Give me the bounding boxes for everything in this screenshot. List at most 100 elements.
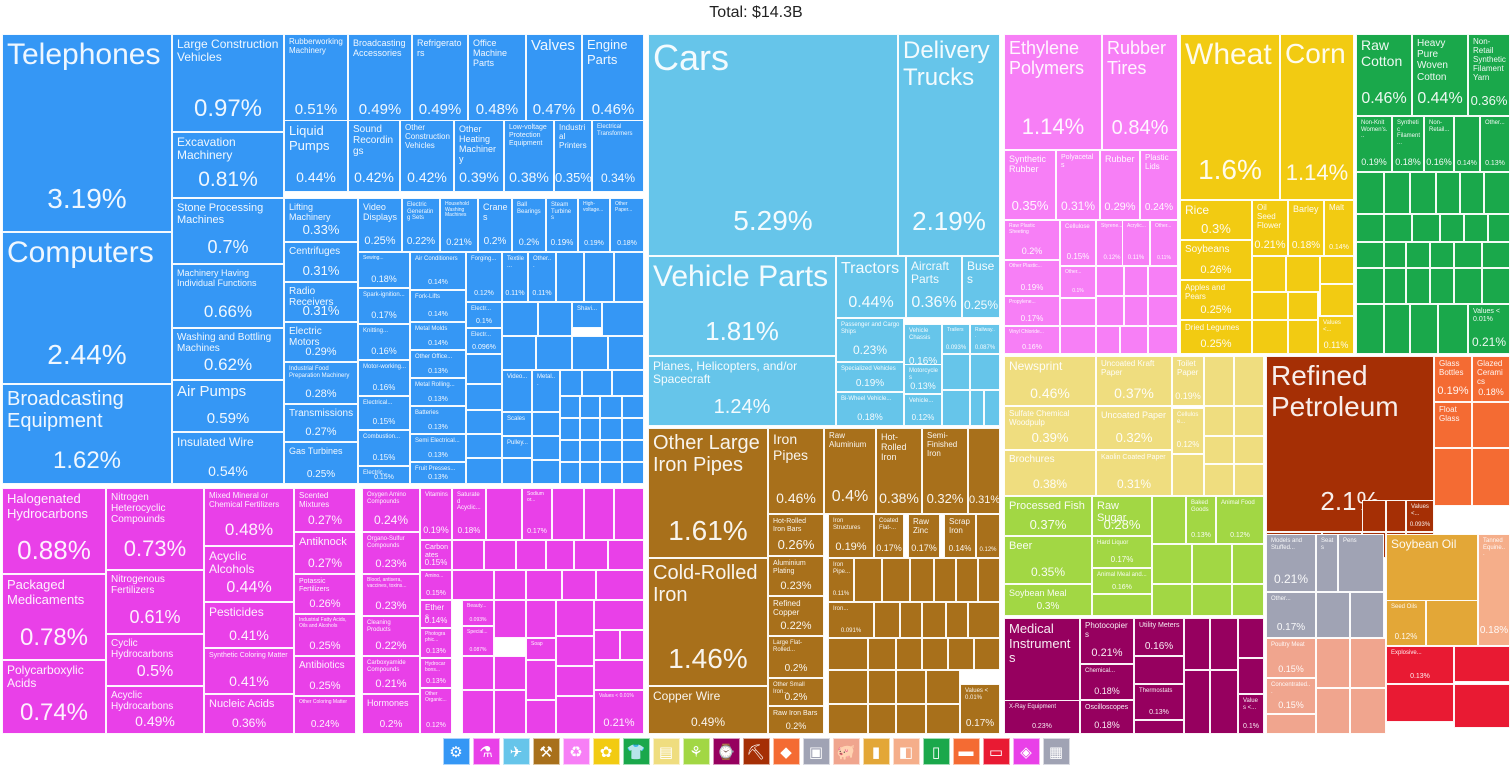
plastics-icon[interactable]: ♻	[562, 738, 590, 765]
treemap-cell-small[interactable]	[600, 418, 622, 440]
treemap-cell-pesticides[interactable]: Pesticides 0.41%	[204, 602, 294, 648]
treemap-cell-cellulose[interactable]: Cellulose 0.15%	[1060, 220, 1096, 266]
treemap-cell-small[interactable]	[620, 630, 644, 660]
treemap-cell-refrigerators[interactable]: Refrigerators 0.49%	[412, 34, 468, 126]
treemap-cell-small[interactable]	[896, 704, 926, 734]
treemap-cell-organo-sulfur-compounds[interactable]: Organo-Sulfur Compounds 0.23%	[362, 532, 420, 574]
treemap-cell-uncoated-paper[interactable]: Uncoated Paper 0.32%	[1096, 406, 1172, 450]
treemap-cell-small[interactable]	[462, 656, 494, 690]
treemap-cell-small[interactable]	[494, 656, 526, 690]
treemap-cell-hard-liquor[interactable]: Hard Liquor 0.17%	[1092, 536, 1152, 568]
treemap-cell-small[interactable]	[1148, 296, 1178, 326]
treemap-cell-antiknock[interactable]: Antiknock 0.27%	[294, 532, 356, 574]
treemap-cell-small[interactable]	[560, 418, 580, 440]
weapons-icon[interactable]: ▭	[982, 738, 1010, 765]
treemap-cell-small[interactable]	[1384, 268, 1406, 304]
treemap-cell-small[interactable]	[526, 570, 562, 600]
treemap-cell-aluminium-plating[interactable]: Aluminium Plating 0.23%	[768, 556, 824, 596]
treemap-cell-other-coloring-matter[interactable]: Other Coloring Matter 0.24%	[294, 696, 356, 734]
treemap-cell-small[interactable]	[1184, 618, 1210, 670]
treemap-cell-small[interactable]	[828, 704, 868, 734]
treemap-cell-pulley[interactable]: Pulley...	[502, 436, 532, 458]
stone-icon[interactable]: ◆	[772, 738, 800, 765]
treemap-cell-textile[interactable]: Textile... 0.11%	[502, 252, 528, 302]
treemap-cell-small[interactable]	[556, 696, 594, 734]
treemap-cell-air-pumps[interactable]: Air Pumps 0.59%	[172, 380, 284, 432]
treemap-cell-metal-molds[interactable]: Metal Molds 0.14%	[410, 322, 466, 350]
treemap-cell-small[interactable]	[1234, 406, 1264, 436]
treemap-cell-small[interactable]	[1234, 436, 1264, 464]
treemap-cell-small[interactable]	[594, 600, 644, 630]
treemap-cell-vitamins[interactable]: Vitamins 0.19%	[420, 488, 452, 540]
treemap-cell-planes-helicopters-and-or-spacecraft[interactable]: Planes, Helicopters, and/or Spacecraft 1.…	[648, 356, 836, 426]
treemap-cell-small[interactable]	[1406, 268, 1430, 304]
treemap-cell-small[interactable]	[974, 638, 1000, 670]
treemap-cell-small[interactable]	[934, 558, 956, 602]
treemap-cell-small[interactable]	[942, 354, 970, 390]
treemap-cell-batteries[interactable]: Batteries 0.13%	[410, 406, 466, 434]
treemap-cell-video[interactable]: Video...	[502, 370, 532, 412]
treemap-cell-small[interactable]	[1172, 454, 1204, 496]
stone-glass-icon[interactable]: ▬	[952, 738, 980, 765]
treemap-cell-small[interactable]	[452, 570, 494, 600]
treemap-cell-electr[interactable]: Electr... 0.096%	[466, 328, 502, 354]
treemap-cell-small[interactable]	[978, 558, 1000, 602]
treemap-cell-small[interactable]	[612, 370, 644, 396]
treemap-cell-electr[interactable]: Electr... 0.1%	[466, 302, 502, 328]
treemap-cell-electric[interactable]: Electric... 0.15%	[358, 466, 410, 484]
treemap-cell-small[interactable]	[584, 488, 614, 540]
treemap-cell-ethylene-polymers[interactable]: Ethylene Polymers 1.14%	[1004, 34, 1102, 150]
treemap-cell-small[interactable]	[922, 602, 946, 638]
treemap-cell-seed-oils[interactable]: Seed Oils 0.12%	[1386, 600, 1426, 646]
treemap-cell-apples-and-pears[interactable]: Apples and Pears 0.25%	[1180, 280, 1252, 320]
treemap-cell-small[interactable]	[926, 670, 960, 704]
treemap-cell-large-flat-rolled[interactable]: Large Flat-Rolled... 0.2%	[768, 636, 824, 678]
arts-antiques-icon[interactable]: ▦	[1042, 738, 1070, 765]
treemap-cell-beer[interactable]: Beer 0.35%	[1004, 536, 1092, 584]
treemap-cell-polycarboxylic-acids[interactable]: Polycarboxylic Acids 0.74%	[2, 660, 106, 734]
treemap-cell-small[interactable]	[900, 602, 922, 638]
treemap-cell-small[interactable]	[608, 336, 644, 370]
treemap-cell-small[interactable]	[922, 638, 948, 670]
treemap-cell-small[interactable]	[622, 462, 644, 484]
treemap-cell-washing-and-bottling-machines[interactable]: Washing and Bottling Machines 0.62%	[172, 328, 284, 380]
treemap-cell-rice[interactable]: Rice 0.3%	[1180, 200, 1252, 240]
treemap-cell-cleaning-products[interactable]: Cleaning Products 0.22%	[362, 616, 420, 656]
treemap-cell-small[interactable]	[466, 434, 502, 458]
treemap-cell-small[interactable]	[462, 690, 494, 734]
treemap-cell-raw-iron-bars[interactable]: Raw Iron Bars 0.2%	[768, 706, 824, 734]
treemap-cell-railway[interactable]: Railway... 0.087%	[970, 324, 1000, 354]
treemap-cell-small[interactable]	[556, 252, 584, 302]
treemap-cell-small[interactable]	[1152, 544, 1192, 584]
treemap-cell-thermostats[interactable]: Thermostats 0.13%	[1134, 684, 1184, 720]
treemap-cell-small[interactable]	[484, 540, 516, 570]
treemap-cell-small[interactable]	[1384, 242, 1406, 268]
treemap-cell-small[interactable]	[1210, 670, 1238, 734]
treemap-cell-small[interactable]	[1092, 594, 1152, 616]
treemap-cell-small[interactable]	[1288, 320, 1318, 354]
treemap-cell-small[interactable]	[538, 302, 572, 336]
treemap-cell-small[interactable]	[1060, 298, 1096, 326]
treemap-cell-gas-turbines[interactable]: Gas Turbines 0.25%	[284, 442, 358, 484]
treemap-cell-small[interactable]	[1096, 326, 1120, 354]
treemap-cell-small[interactable]	[1460, 172, 1484, 214]
treemap-cell-other-organic[interactable]: Other Organic... 0.12%	[420, 688, 452, 734]
treemap-cell-steam-turbines[interactable]: Steam Turbines 0.19%	[546, 198, 578, 252]
treemap-cell-oxygen-amino-compounds[interactable]: Oxygen Amino Compounds 0.24%	[362, 488, 420, 532]
paper-icon[interactable]: ▤	[652, 738, 680, 765]
treemap-cell-insulated-wire[interactable]: Insulated Wire 0.54%	[172, 432, 284, 484]
treemap-cell-mixed-mineral-or-chemical-fertilizers[interactable]: Mixed Mineral or Chemical Fertilizers 0.4…	[204, 488, 294, 546]
treemap-cell-plastic-lids[interactable]: Plastic Lids 0.24%	[1140, 150, 1178, 220]
treemap-cell-small[interactable]	[1482, 268, 1510, 304]
treemap-cell-ball-bearings[interactable]: Ball Bearings 0.2%	[512, 198, 546, 252]
treemap-cell-other[interactable]: Other... 0.11%	[528, 252, 556, 302]
treemap-cell-raw-aluminium[interactable]: Raw Aluminium 0.4%	[824, 428, 876, 514]
treemap-cell-cyclic-hydrocarbons[interactable]: Cyclic Hydrocarbons 0.5%	[106, 634, 204, 686]
treemap-cell-small[interactable]	[868, 704, 896, 734]
treemap-cell-combustion[interactable]: Combustion... 0.15%	[358, 430, 410, 466]
treemap-cell-small[interactable]	[1204, 356, 1234, 406]
treemap-cell-small[interactable]	[1488, 214, 1510, 242]
treemap-cell-small[interactable]	[1436, 172, 1460, 214]
treemap-cell-small[interactable]	[560, 462, 580, 484]
treemap-cell-coated-flat[interactable]: Coated Flat-... 0.17%	[874, 514, 904, 558]
